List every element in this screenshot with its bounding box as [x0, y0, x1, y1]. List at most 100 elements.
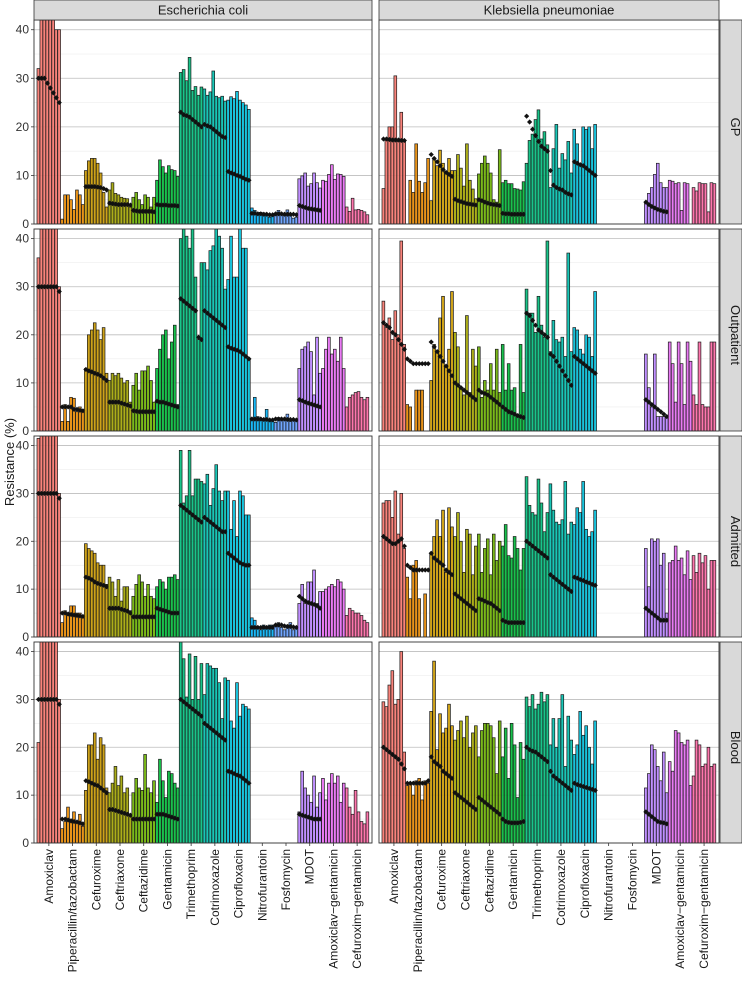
- bar-amoxiclav: [381, 188, 386, 224]
- bar-ciprofloxacin: [575, 143, 579, 224]
- bar-gentamicin: [173, 324, 177, 431]
- bar-mdot: [650, 406, 654, 431]
- point-ciprofloxacin: [592, 172, 598, 179]
- point-cotrimoxazole: [547, 167, 554, 174]
- point-cefuroxime: [431, 155, 437, 162]
- point-trimethoprim: [532, 322, 539, 328]
- point-cotrimoxazole: [550, 182, 557, 188]
- bar-piperacillin-tazobactam: [426, 158, 430, 224]
- bar-ciprofloxacin: [241, 703, 245, 843]
- bar-trimethoprim: [530, 694, 535, 843]
- bar-cefuroxime: [450, 526, 454, 637]
- bar-ceftriaxone: [459, 167, 463, 224]
- point-amoxiclav: [53, 284, 59, 290]
- point-trimethoprim: [527, 312, 533, 319]
- point-cefuroxime: [449, 775, 455, 781]
- bar-cefuroxim-gentamicin: [362, 619, 367, 637]
- point-fosfomycin: [287, 416, 294, 423]
- bar-mdot: [661, 187, 666, 224]
- x-tick-label: Trimethoprim: [184, 849, 198, 919]
- point-amoxiclav: [50, 696, 56, 703]
- organism-strip: [378, 0, 720, 21]
- point-cefuroxime: [428, 339, 434, 345]
- bar-ciprofloxacin: [247, 708, 251, 843]
- bar-amoxiclav: [57, 29, 61, 224]
- point-ceftazidime: [491, 201, 497, 208]
- bar-ceftazidime: [480, 730, 484, 843]
- bar-mdot: [309, 351, 313, 431]
- point-amoxiclav: [35, 284, 42, 290]
- bar-ceftazidime: [489, 725, 493, 843]
- point-cefuroxime: [89, 369, 95, 375]
- bars-layer: [380, 240, 717, 431]
- bar-amoxiclav-gentamicin: [339, 336, 343, 431]
- bar-cefuroxim-gentamicin: [365, 396, 370, 431]
- point-trimethoprim: [524, 538, 530, 544]
- point-gentamicin: [500, 404, 506, 410]
- bar-cefuroxime: [92, 732, 97, 843]
- bars-layer: [35, 20, 370, 224]
- bar-amoxiclav: [45, 20, 50, 224]
- point-ceftriaxone: [107, 806, 113, 813]
- point-gentamicin: [506, 620, 512, 626]
- bar-ciprofloxacin: [593, 509, 597, 637]
- bar-amoxiclav: [390, 517, 395, 637]
- bar-amoxiclav-gentamicin: [667, 179, 672, 224]
- point-trimethoprim: [532, 133, 539, 139]
- bar-cotrimoxazole: [560, 694, 565, 843]
- bar-ciprofloxacin: [226, 99, 230, 224]
- bar-ceftriaxone: [465, 143, 469, 224]
- point-trimethoprim: [195, 334, 202, 340]
- bar-cotrimoxazole: [554, 124, 559, 224]
- bar-ciprofloxacin: [244, 104, 248, 224]
- bar-ciprofloxacin: [226, 490, 230, 637]
- point-ciprofloxacin: [237, 349, 243, 355]
- point-trimethoprim: [198, 337, 205, 343]
- point-ceftazidime: [485, 599, 491, 606]
- bar-trimethoprim: [530, 312, 535, 431]
- bar-piperacillin-tazobactam: [69, 199, 73, 224]
- setting-strip-label: Blood: [728, 731, 742, 764]
- bar-cotrimoxazole: [566, 533, 571, 637]
- bar-ciprofloxacin: [587, 746, 591, 843]
- point-cotrimoxazole: [216, 732, 222, 738]
- point-trimethoprim: [532, 545, 539, 552]
- point-ciprofloxacin: [589, 581, 595, 587]
- bar-cotrimoxazole: [205, 94, 210, 224]
- bar-ciprofloxacin: [247, 109, 251, 224]
- bar-amoxiclav-gentamicin: [333, 586, 337, 637]
- point-fosfomycin: [278, 211, 285, 217]
- point-cefuroxime: [95, 782, 101, 789]
- point-amoxiclav: [41, 696, 48, 703]
- x-tick-label: Ceftriaxone: [113, 849, 127, 911]
- point-ceftazidime: [142, 614, 148, 620]
- bar-amoxiclav-gentamicin: [676, 732, 681, 843]
- point-ceftriaxone: [467, 603, 473, 609]
- bar-cotrimoxazole: [217, 682, 221, 843]
- bar-cefuroxim-gentamicin: [356, 811, 361, 843]
- bar-cefuroxim-gentamicin: [344, 406, 349, 431]
- point-piperacillin-tazobactam: [404, 562, 410, 568]
- point-gentamicin: [509, 211, 515, 217]
- bar-amoxiclav-gentamicin: [673, 730, 678, 843]
- bar-gentamicin: [167, 165, 171, 224]
- point-piperacillin-tazobactam: [413, 361, 419, 367]
- point-ceftazidime: [476, 794, 482, 801]
- y-tick-label: 10: [16, 376, 30, 390]
- point-ceftriaxone: [112, 201, 119, 207]
- bar-amoxiclav: [45, 436, 50, 637]
- point-amoxiclav: [386, 538, 393, 544]
- point-ceftriaxone: [458, 385, 464, 391]
- bar-piperacillin-tazobactam: [60, 218, 64, 224]
- bar-ceftriaxone: [113, 766, 118, 843]
- point-cefuroxime: [83, 184, 89, 190]
- bar-cotrimoxazole: [560, 336, 565, 431]
- bar-amoxiclav-gentamicin: [339, 581, 343, 637]
- bar-amoxiclav: [402, 751, 407, 843]
- bar-ceftazidime: [486, 162, 490, 224]
- bar-trimethoprim: [196, 339, 201, 431]
- bar-ciprofloxacin: [235, 91, 239, 224]
- y-tick-label: 40: [16, 439, 30, 453]
- x-tick-label: Piperacillin/tazobactam: [66, 849, 80, 972]
- point-ceftriaxone: [464, 389, 470, 396]
